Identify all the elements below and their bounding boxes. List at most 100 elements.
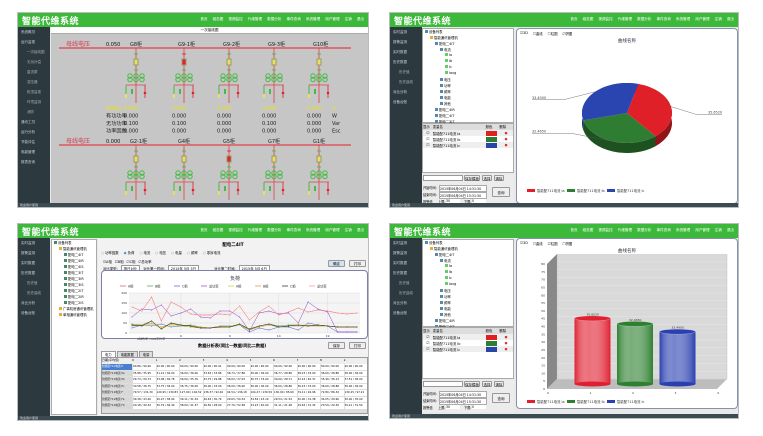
tree-node[interactable]: 其他 — [423, 312, 513, 318]
chart-option-1[interactable]: ☐曲线 — [533, 241, 543, 246]
nav-item[interactable]: 视频监控 — [228, 17, 243, 21]
nav-item[interactable]: 退出 — [726, 228, 734, 232]
nav-item[interactable]: 注销 — [714, 17, 722, 21]
lower-input[interactable]: 0 — [472, 199, 486, 203]
tree-node[interactable]: 电流 — [423, 258, 513, 264]
sidebar-item[interactable]: 通讯工况 — [21, 120, 35, 124]
tree-node[interactable]: 其他 — [423, 101, 513, 107]
checkbox-1[interactable]: ☑B相 — [115, 259, 124, 264]
sidebar-item[interactable]: 报表查询 — [21, 160, 35, 164]
nav-item[interactable]: 用户管理 — [325, 228, 340, 232]
sidebar-item[interactable]: 节能评估 — [21, 140, 35, 144]
nav-item[interactable]: 视频监控 — [228, 228, 243, 232]
sidebar-item[interactable]: 实时监测 — [393, 30, 407, 34]
checkbox-3[interactable]: ☑总功率 — [138, 259, 151, 264]
horizontal-scrollbar[interactable] — [102, 410, 367, 413]
alarm-limit-checkbox[interactable]: 报警值 — [423, 200, 433, 204]
confirm-button[interactable]: 确定 — [328, 260, 345, 267]
sidebar-item[interactable]: 历史值 — [399, 281, 410, 285]
chart-option-2[interactable]: ☐柱图 — [548, 31, 558, 36]
sidebar-item[interactable]: 设备台账 — [393, 311, 407, 315]
nav-item[interactable]: 代维管理 — [247, 228, 263, 232]
sidebar-item[interactable]: 电能管理 — [21, 150, 35, 154]
tree-node[interactable]: 配电二3IS — [52, 282, 96, 288]
clear-button[interactable]: 清除 — [494, 175, 504, 181]
tree-node[interactable]: 设备列表 — [423, 29, 513, 35]
query-button[interactable]: 查询 — [492, 187, 510, 197]
sidebar-item[interactable]: 历史曲线 — [399, 291, 413, 295]
sidebar-item[interactable]: 对比分析 — [393, 301, 407, 305]
sidebar-item[interactable]: 报警监测 — [393, 251, 407, 255]
tree-node[interactable]: 配电二2IS — [52, 300, 96, 306]
nav-item[interactable]: 首页 — [570, 17, 578, 21]
nav-item[interactable]: 数据分析 — [267, 17, 282, 21]
save-template-button[interactable]: 保存模板 — [464, 381, 480, 387]
tree-node[interactable]: 配电二3IR — [52, 276, 96, 282]
chart-option-0[interactable]: ☑3D — [520, 31, 528, 36]
clear-button[interactable]: 清除 — [494, 381, 504, 387]
show-checkbox[interactable]: ☑ — [426, 341, 430, 345]
nav-item[interactable]: 系统管理 — [675, 17, 691, 21]
radio-4[interactable]: ○ 电量 — [171, 250, 182, 255]
alarm-limit-checkbox[interactable]: 报警值 — [423, 406, 433, 410]
start-time-picker[interactable]: 2015年06月04日 14:31:30 — [439, 185, 487, 192]
end-time-picker[interactable]: 2015年06月04日 15:31:30 — [439, 398, 487, 405]
delete-icon[interactable]: ● — [504, 341, 508, 345]
tree-node[interactable]: 智能通讯管理机 — [423, 35, 513, 41]
tree-node[interactable]: 设备列表 — [423, 240, 513, 246]
delete-icon[interactable]: ● — [504, 143, 508, 147]
tree-node[interactable]: 配电二4IT — [423, 252, 513, 258]
sidebar-item[interactable]: 运行监视 — [21, 40, 35, 44]
nav-item[interactable]: 数据分析 — [637, 17, 652, 21]
tree-node[interactable]: Ic — [423, 65, 513, 71]
sidebar-item[interactable]: 报警监测 — [21, 251, 35, 255]
delete-icon[interactable]: ● — [504, 137, 508, 141]
tree-node[interactable]: 配电二2IT — [52, 288, 96, 294]
nav-item[interactable]: 组态图 — [582, 17, 594, 21]
sidebar-item[interactable]: 历史数据 — [393, 271, 407, 275]
nav-item[interactable]: 退出 — [726, 17, 734, 21]
tree-node[interactable]: Iavg — [423, 282, 513, 288]
sidebar-item[interactable]: 设备台账 — [393, 100, 407, 104]
print-table-button[interactable]: 打印 — [349, 342, 366, 349]
sidebar-item[interactable]: 实时数据 — [21, 261, 35, 265]
sidebar-item[interactable]: 运行分析 — [21, 130, 35, 134]
nav-item[interactable]: 首页 — [200, 17, 208, 21]
nav-item[interactable]: 组态图 — [212, 17, 224, 21]
chart-option-3[interactable]: ☑饼图 — [562, 31, 572, 36]
tree-node[interactable]: Ia — [423, 53, 513, 59]
nav-item[interactable]: 退出 — [356, 17, 364, 21]
sidebar-item[interactable]: 对比分析 — [393, 90, 407, 94]
tree-node[interactable]: 配电二4IT — [52, 252, 96, 258]
sidebar-item[interactable]: 系统概况 — [21, 30, 35, 34]
sidebar-item[interactable]: 无功补偿 — [27, 60, 41, 64]
sidebar-item[interactable]: 实时监测 — [393, 241, 407, 245]
sidebar-item[interactable]: 直流屏 — [27, 70, 38, 74]
tree-node[interactable]: 配电二2IR — [52, 294, 96, 300]
nav-item[interactable]: 数据分析 — [267, 228, 282, 232]
save-template-button[interactable]: 保存模板 — [464, 175, 480, 181]
template-select[interactable] — [423, 381, 463, 387]
radio-2[interactable]: ○ 电流 — [139, 250, 150, 255]
nav-item[interactable]: 代维管理 — [617, 228, 633, 232]
sidebar-item[interactable]: 对比分析 — [21, 301, 35, 305]
show-checkbox[interactable]: ☑ — [426, 347, 430, 351]
show-checkbox[interactable]: ☑ — [426, 131, 430, 135]
nav-item[interactable]: 事件查询 — [286, 228, 301, 232]
tree-node[interactable]: 广事机房通讯管理机 — [52, 306, 96, 312]
nav-item[interactable]: 注销 — [344, 17, 352, 21]
tree-node[interactable]: Ib — [423, 270, 513, 276]
tree-node[interactable]: 电压 — [423, 77, 513, 83]
nav-item[interactable]: 注销 — [714, 228, 722, 232]
sidebar-item[interactable]: 一次接线图 — [27, 50, 45, 54]
sidebar-item[interactable]: 报警监测 — [393, 40, 407, 44]
delete-icon[interactable]: ● — [504, 347, 508, 351]
nav-item[interactable]: 首页 — [570, 228, 578, 232]
show-checkbox[interactable]: ☑ — [426, 335, 430, 339]
tree-node[interactable]: 配电二4IR — [52, 258, 96, 264]
start-time-picker[interactable]: 2015年06月04日 14:31:30 — [439, 391, 487, 398]
sidebar-item[interactable]: 历史曲线 — [27, 291, 41, 295]
nav-item[interactable]: 用户管理 — [695, 228, 710, 232]
device-tree[interactable]: 设备列表 智能通讯管理机 配电二4IT 配电二4IR 配电二4IS 配电二3IT 配电二3I… — [51, 239, 97, 415]
tree-node[interactable]: 频率 — [423, 89, 513, 95]
